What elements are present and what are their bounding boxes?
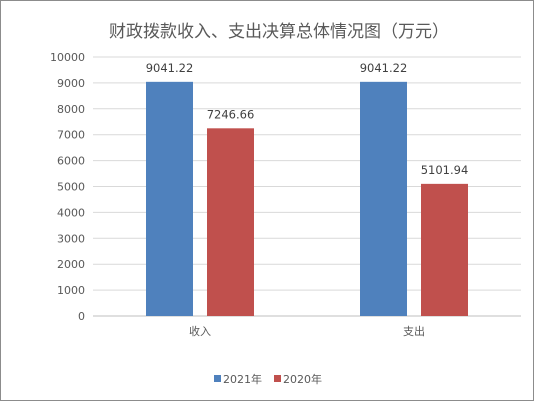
- legend-swatch: [274, 375, 281, 382]
- x-axis-categories: 收入 支出: [189, 324, 425, 338]
- y-tick-label: 6000: [57, 155, 85, 168]
- chart-title: 财政拨款收入、支出决算总体情况图（万元）: [109, 22, 449, 42]
- data-label: 7246.66: [207, 107, 255, 121]
- legend-swatch: [214, 375, 221, 382]
- bar-series2: [207, 128, 254, 316]
- bar-series1: [146, 81, 193, 317]
- y-tick-label: 10000: [50, 51, 85, 64]
- x-category-label: 收入: [189, 324, 211, 338]
- data-label: 5101.94: [421, 163, 469, 177]
- data-labels: 9041.22 7246.66 9041.22 5101.94: [146, 61, 469, 177]
- x-category-label: 支出: [403, 324, 425, 338]
- legend-label: 2021年: [223, 372, 262, 386]
- y-tick-label: 4000: [57, 206, 85, 219]
- data-label: 9041.22: [146, 61, 194, 75]
- legend-label: 2020年: [283, 372, 322, 386]
- y-tick-label: 1000: [57, 284, 85, 297]
- y-tick-label: 8000: [57, 103, 85, 116]
- bar-series2: [421, 183, 468, 316]
- y-tick-label: 3000: [57, 232, 85, 245]
- bars: [146, 81, 468, 317]
- y-tick-label: 5000: [57, 181, 85, 194]
- data-label: 9041.22: [360, 61, 408, 75]
- bar-series1: [360, 81, 407, 317]
- y-tick-label: 0: [78, 310, 85, 323]
- y-tick-label: 7000: [57, 129, 85, 142]
- y-axis-ticks: 0 1000 2000 3000 4000 5000 6000 7000 8000 9000 100…: [50, 51, 85, 323]
- legend: 2021年 2020年: [214, 372, 322, 386]
- y-tick-label: 2000: [57, 258, 85, 271]
- y-tick-label: 9000: [57, 77, 85, 90]
